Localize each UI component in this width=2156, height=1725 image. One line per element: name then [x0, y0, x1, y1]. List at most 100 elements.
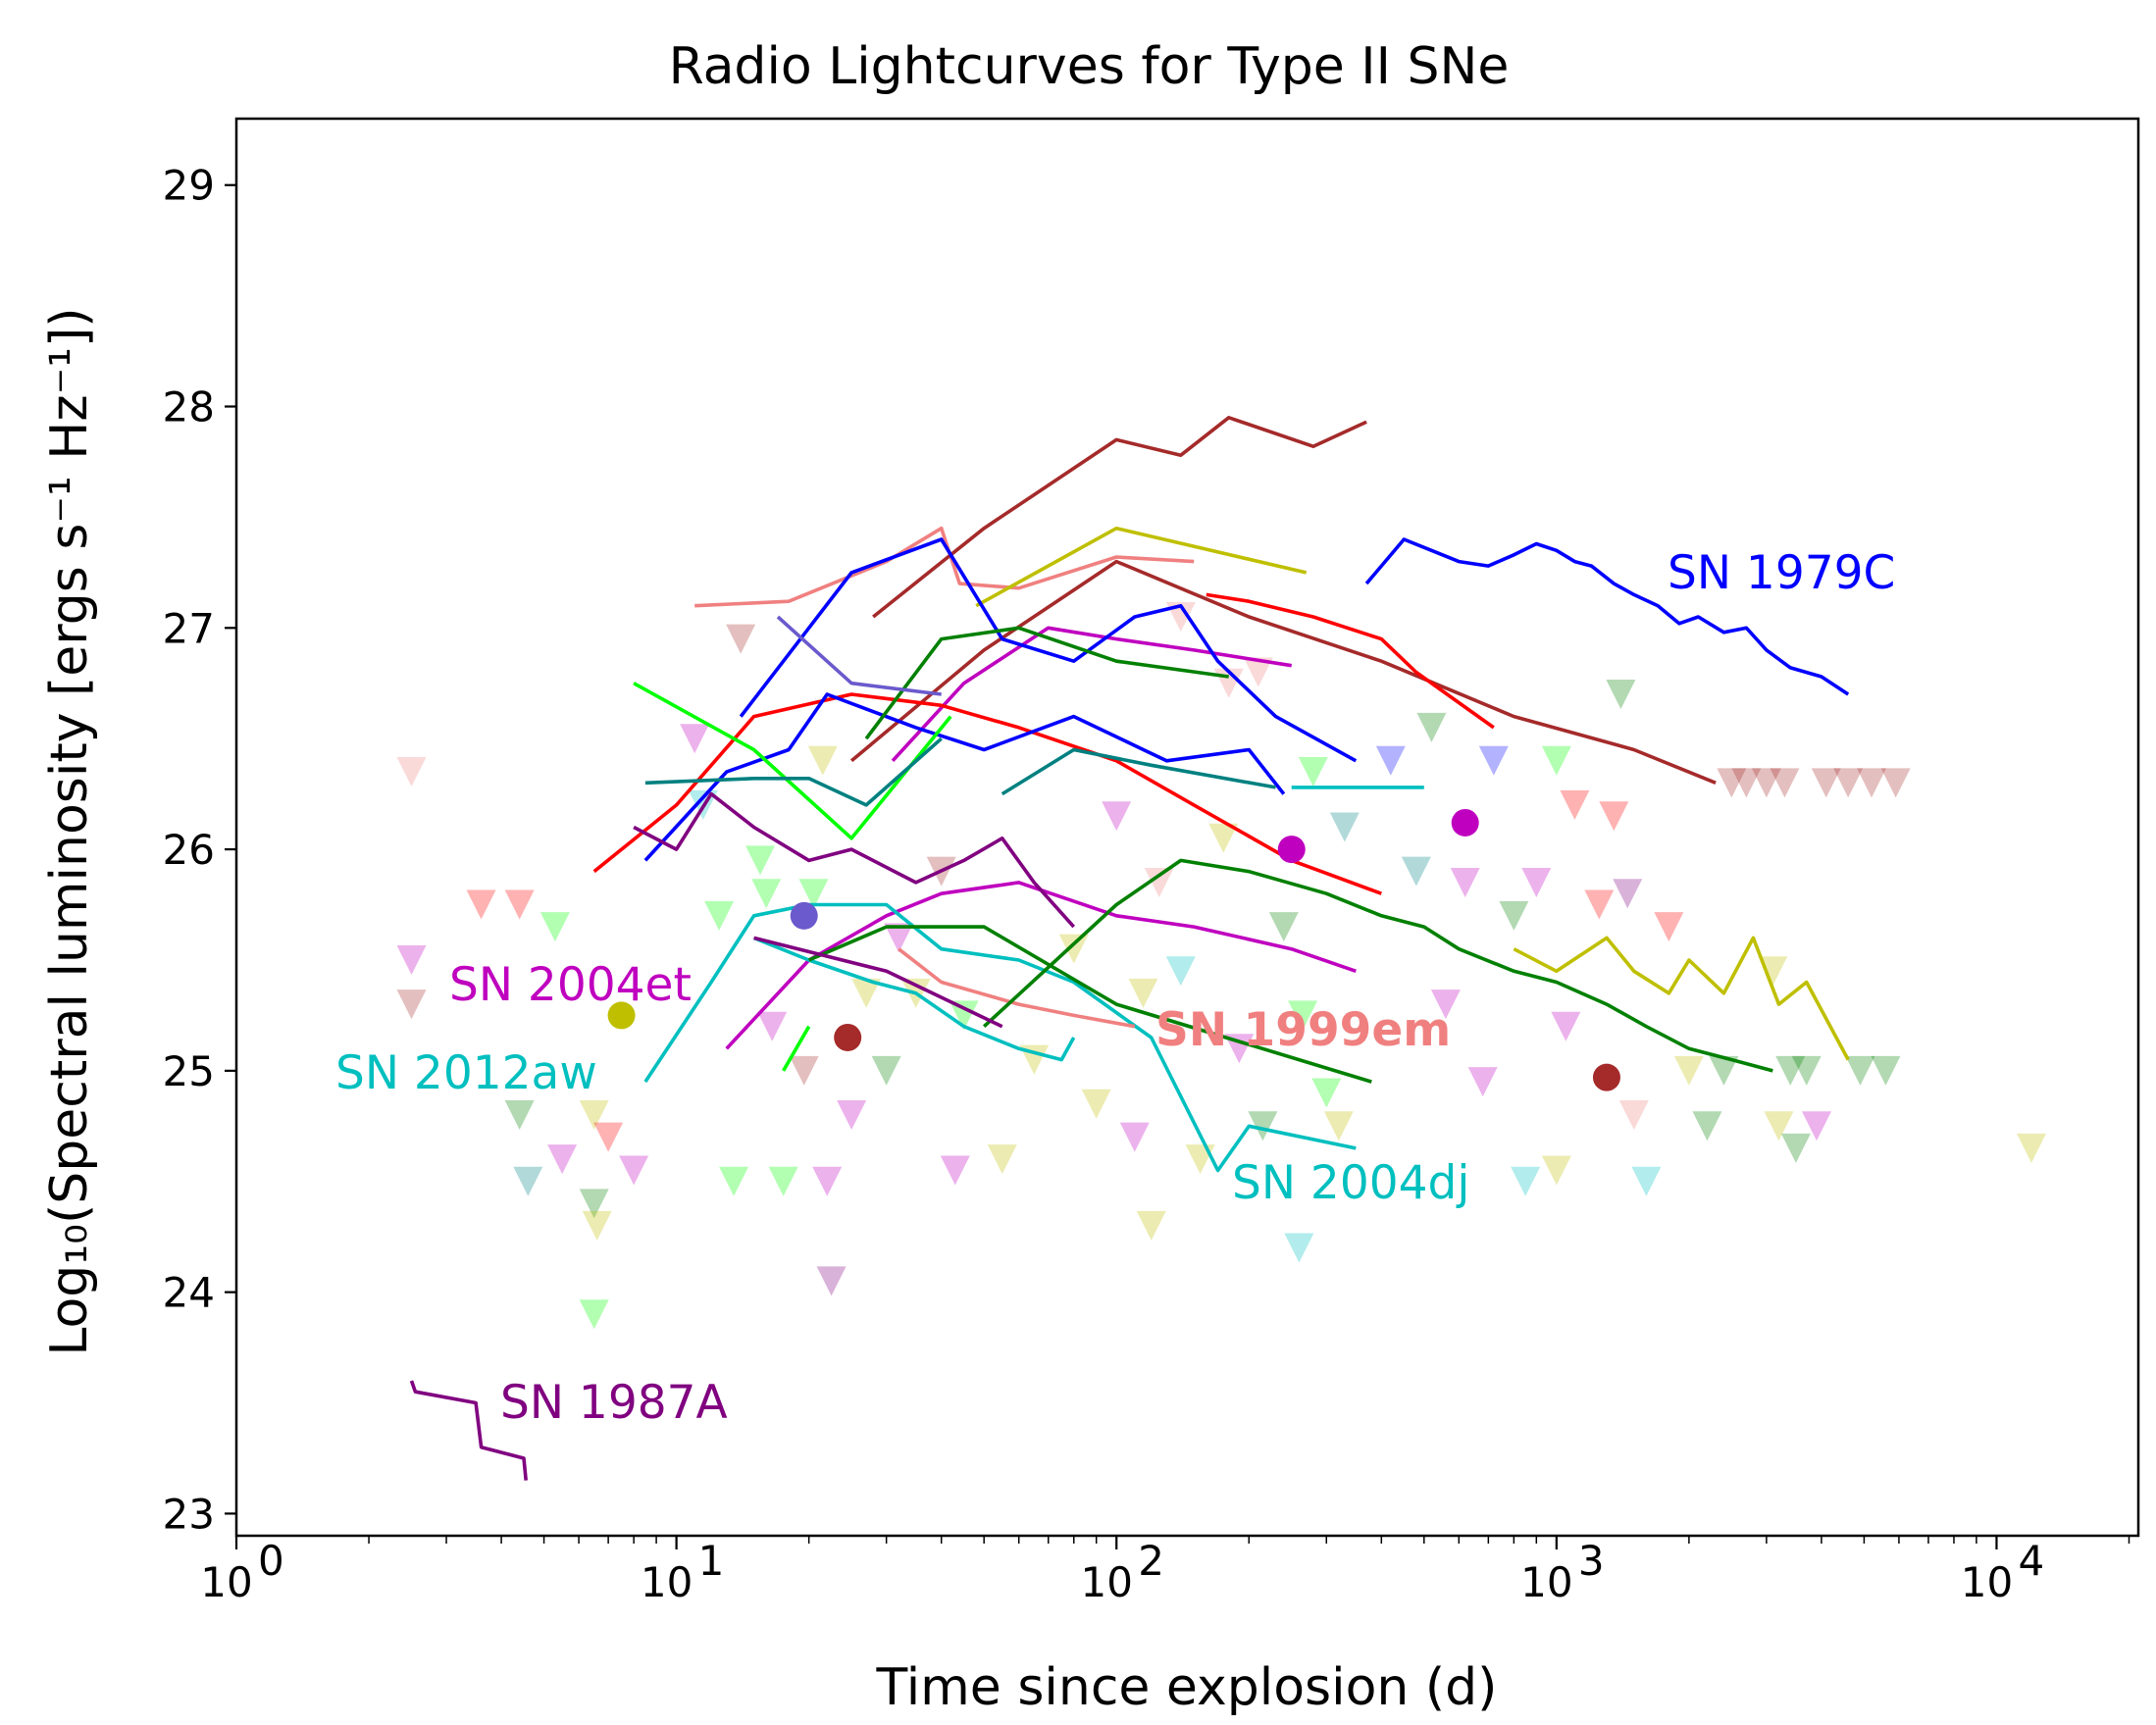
upper-limit-marker-8 [547, 1144, 578, 1175]
y-tick-label-24: 24 [163, 1269, 215, 1317]
lightcurve-green-diag [807, 925, 1372, 1084]
upper-limit-marker-7 [539, 912, 570, 942]
upper-limit-marker-45 [1144, 867, 1174, 897]
upper-limit-marker-32 [884, 923, 914, 953]
upper-limit-marker-95 [1811, 768, 1841, 798]
upper-limit-marker-54 [1268, 912, 1299, 942]
upper-limit-marker-56 [1288, 1000, 1318, 1031]
x-tick-label-100: 10 [1080, 1558, 1132, 1606]
lightcurve-red [592, 692, 1382, 895]
lightcurve-sn-2004et-lower [725, 881, 1357, 1050]
upper-limit-marker-44 [1136, 1210, 1166, 1241]
upper-limit-marker-35 [940, 1155, 970, 1186]
upper-limit-marker-41 [1102, 801, 1132, 832]
detection-marker-5 [1592, 1063, 1620, 1091]
upper-limit-marker-5 [504, 1100, 535, 1131]
lightcurve-teal-b [1001, 747, 1276, 796]
upper-limit-marker-62 [1401, 856, 1431, 887]
upper-limit-marker-13 [593, 1122, 624, 1152]
upper-limit-marker-1 [396, 944, 427, 975]
plot-frame [234, 117, 2140, 1538]
upper-limit-marker-9 [579, 1100, 609, 1131]
upper-limit-marker-3 [466, 889, 496, 920]
upper-limit-marker-2 [396, 989, 427, 1020]
lightcurve-slateblue [776, 615, 942, 696]
upper-limit-marker-71 [1541, 1155, 1571, 1186]
lightcurve-sn-1999em [898, 947, 1136, 1029]
upper-limit-marker-28 [816, 1266, 847, 1296]
upper-limit-marker-73 [1541, 745, 1571, 776]
upper-limit-marker-101 [2016, 1133, 2046, 1163]
upper-limit-marker-18 [719, 1166, 749, 1196]
upper-limit-marker-98 [1857, 768, 1887, 798]
upper-limit-marker-78 [1613, 879, 1643, 909]
upper-limit-marker-22 [757, 1011, 788, 1041]
detection-marker-2 [834, 1023, 862, 1051]
lightcurve-green [982, 858, 1773, 1073]
upper-limit-marker-0 [396, 757, 427, 787]
upper-limit-marker-55 [1284, 1233, 1314, 1263]
lightcurve-green-upper [864, 626, 1229, 740]
upper-limit-marker-47 [1165, 602, 1196, 633]
upper-limit-marker-49 [1208, 823, 1239, 853]
upper-limit-marker-87 [1751, 768, 1781, 798]
chart-title: Radio Lightcurves for Type II SNe [669, 37, 1510, 96]
x-tick-exponent-1: 0 [258, 1537, 284, 1585]
upper-limit-marker-90 [1764, 1111, 1794, 1142]
lightcurve-teal [644, 736, 943, 807]
upper-limit-marker-42 [1119, 1122, 1150, 1152]
y-tick-label-26: 26 [163, 826, 215, 874]
label-sn-1999em: SN 1999em [1155, 1003, 1451, 1057]
upper-limit-marker-23 [768, 1166, 798, 1196]
y-tick-label-28: 28 [163, 383, 215, 431]
upper-limit-marker-17 [704, 900, 735, 931]
upper-limit-marker-11 [582, 1210, 612, 1241]
x-axis-label: Time since explosion (d) [876, 1658, 1498, 1717]
label-sn-1987a: SN 1987A [500, 1376, 728, 1430]
upper-limit-marker-29 [837, 1100, 867, 1131]
upper-limit-marker-61 [1375, 745, 1406, 776]
detection-marker-3 [1277, 836, 1306, 864]
upper-limit-marker-10 [579, 1189, 609, 1219]
upper-limit-marker-39 [1058, 934, 1089, 964]
upper-limit-marker-86 [1731, 768, 1762, 798]
upper-limit-marker-75 [1584, 889, 1615, 920]
x-tick-label-10: 10 [641, 1558, 693, 1606]
upper-limit-marker-25 [798, 879, 829, 909]
y-tick-label-25: 25 [163, 1047, 215, 1095]
x-tick-label-10000: 10 [1961, 1558, 2013, 1606]
upper-limit-marker-52 [1243, 657, 1273, 687]
upper-limit-marker-91 [1775, 1055, 1806, 1086]
lightcurve-blue-b [643, 692, 1286, 862]
upper-limit-marker-67 [1478, 745, 1509, 776]
upper-limit-marker-27 [812, 1166, 843, 1196]
upper-limit-marker-37 [987, 1144, 1017, 1175]
lightcurve-sn-1979c [1364, 537, 1850, 696]
upper-limit-marker-12 [579, 1299, 609, 1330]
upper-limit-marker-94 [1801, 1111, 1831, 1142]
upper-limit-marker-80 [1631, 1166, 1662, 1196]
upper-limit-marker-74 [1560, 789, 1590, 820]
upper-limit-marker-88 [1770, 768, 1800, 798]
label-sn-2004dj: SN 2004dj [1232, 1156, 1469, 1210]
x-tick-exponent-1000: 3 [1578, 1537, 1605, 1585]
plot-area: SN 1979C SN 1987A SN 2004et SN 2012aw SN 200… [335, 415, 2046, 1481]
lightcurve-yellow-upper [975, 526, 1308, 608]
upper-limit-marker-14 [619, 1155, 649, 1186]
upper-limit-marker-82 [1673, 1055, 1704, 1086]
upper-limit-marker-15 [680, 724, 710, 754]
x-tick-label-1000: 10 [1520, 1558, 1572, 1606]
upper-limit-marker-65 [1450, 867, 1480, 897]
upper-limit-marker-92 [1780, 1133, 1811, 1163]
lightcurve-red-upper [1206, 592, 1495, 730]
upper-limit-marker-79 [1618, 1100, 1649, 1131]
upper-limit-marker-57 [1298, 757, 1328, 787]
upper-limit-marker-21 [751, 879, 782, 909]
x-tick-label-1: 10 [200, 1558, 252, 1606]
upper-limit-marker-36 [949, 1000, 979, 1031]
lightcurve-brown-upper [872, 415, 1367, 619]
upper-limit-marker-51 [1224, 1034, 1255, 1064]
upper-limit-marker-66 [1467, 1067, 1498, 1097]
y-tick-label-27: 27 [163, 604, 215, 652]
